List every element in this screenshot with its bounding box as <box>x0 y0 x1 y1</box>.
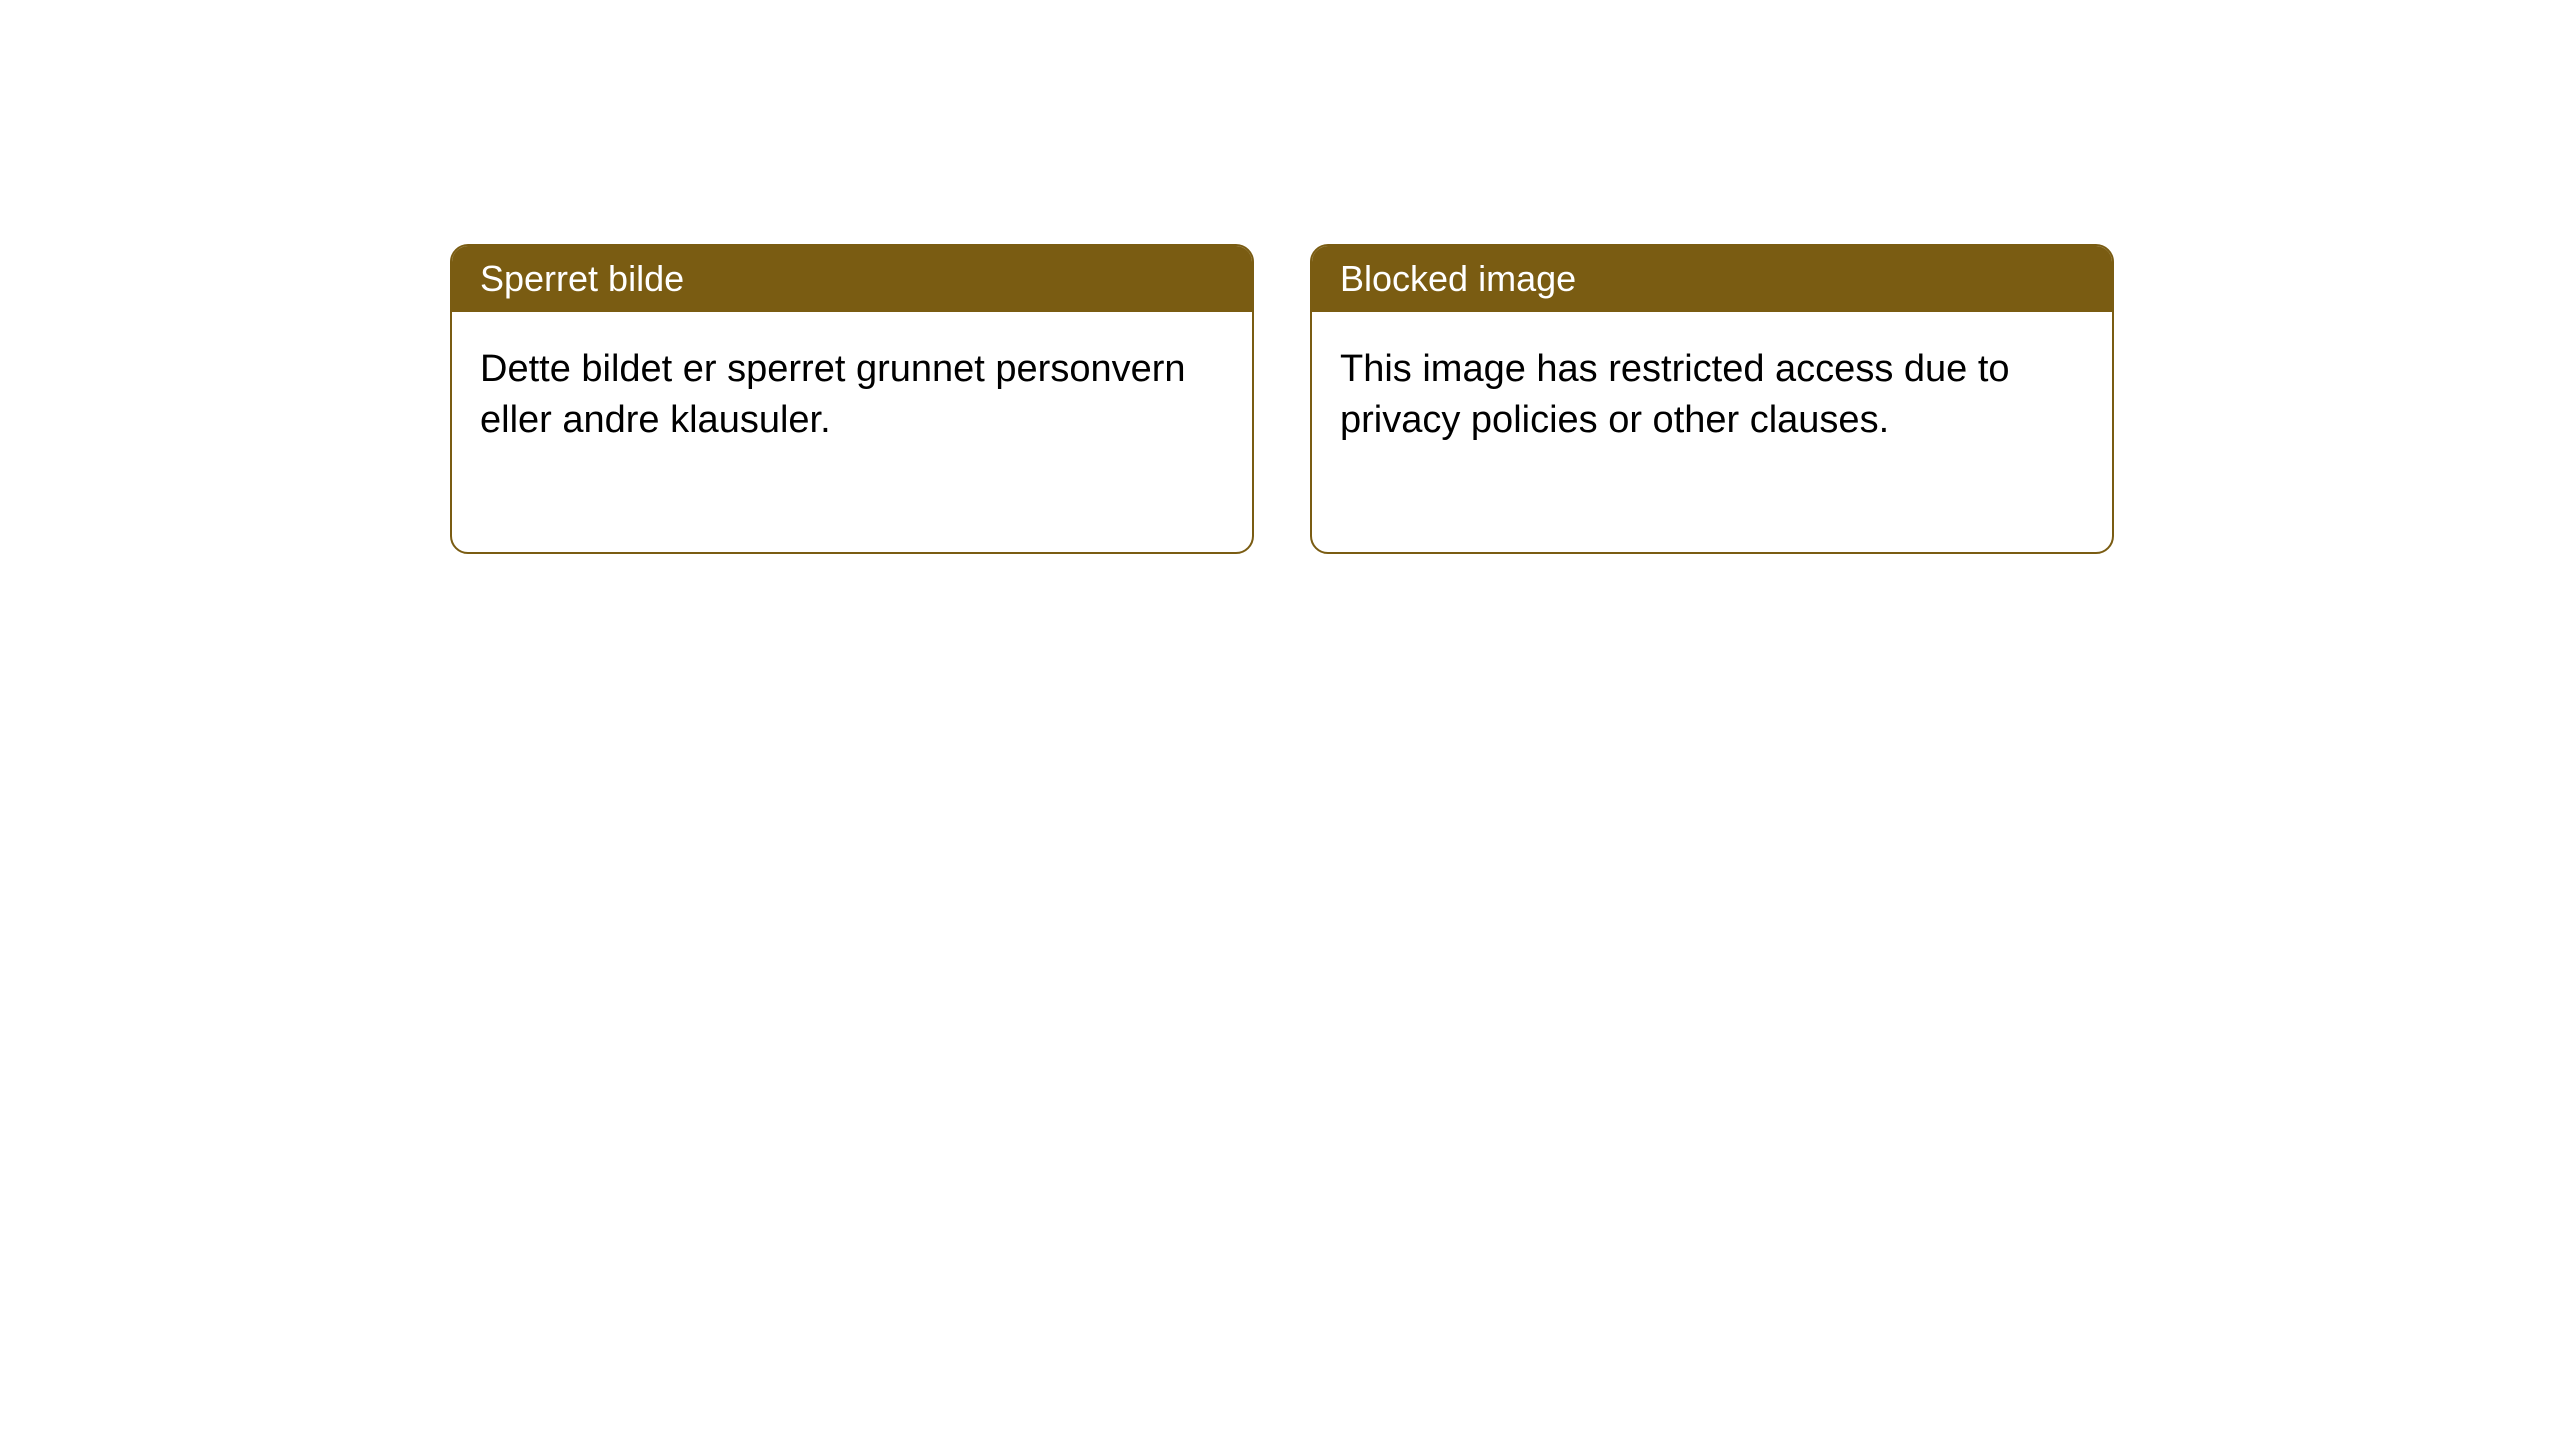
cards-container: Sperret bilde Dette bildet er sperret gr… <box>450 244 2114 554</box>
card-body: This image has restricted access due to … <box>1312 312 2112 552</box>
card-body-text: Dette bildet er sperret grunnet personve… <box>480 348 1186 441</box>
card-body-text: This image has restricted access due to … <box>1340 348 2010 441</box>
card-header-text: Blocked image <box>1340 258 1576 299</box>
card-header-text: Sperret bilde <box>480 258 684 299</box>
card-blocked-en: Blocked image This image has restricted … <box>1310 244 2114 554</box>
card-header: Sperret bilde <box>452 246 1252 312</box>
card-header: Blocked image <box>1312 246 2112 312</box>
card-blocked-no: Sperret bilde Dette bildet er sperret gr… <box>450 244 1254 554</box>
card-body: Dette bildet er sperret grunnet personve… <box>452 312 1252 552</box>
